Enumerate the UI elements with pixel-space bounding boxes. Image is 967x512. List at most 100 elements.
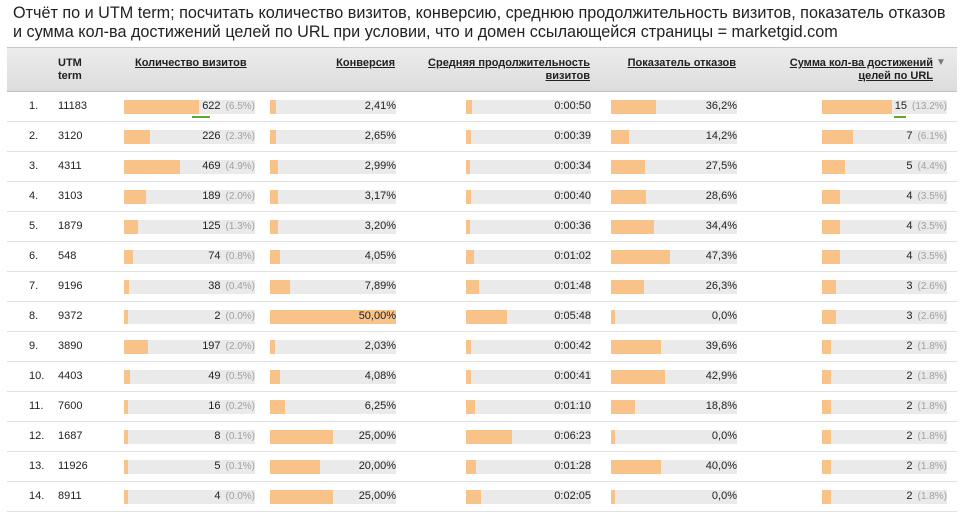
bounce-bar-track <box>611 190 737 204</box>
utm-term-value[interactable]: 4311 <box>58 160 82 172</box>
utm-term-value[interactable]: 1879 <box>58 220 83 232</box>
bounce-bar-fill <box>611 250 670 264</box>
goals-bar-fill <box>822 250 840 264</box>
bounce-bar-track <box>611 370 737 384</box>
conversion-bar-track <box>270 370 396 384</box>
duration-bar-track <box>466 160 591 174</box>
visits-bar-fill <box>124 400 128 414</box>
goals-value: 2 (1.8%) <box>822 452 947 481</box>
duration-bar-track <box>466 430 591 444</box>
goals-bar-track <box>822 430 947 444</box>
bounce-rate-value: 47,3% <box>705 250 737 262</box>
duration-bar-fill <box>466 100 472 114</box>
avg-duration-value: 0:06:23 <box>554 430 591 442</box>
visits-value: 189 (2.0%) <box>124 182 255 211</box>
table-body: 1. 11183 622 (6.5%) 2,41% 0:00:50 36,2% 15 (13.2… <box>7 92 957 512</box>
visits-count: 5 <box>214 460 221 472</box>
goals-count: 4 <box>906 220 913 232</box>
sort-desc-icon[interactable]: ▼ <box>936 57 946 68</box>
goals-percent: (3.5%) <box>917 251 947 262</box>
conversion-bar-track <box>270 160 396 174</box>
visits-percent: (0.2%) <box>225 401 255 412</box>
conversion-bar-track <box>270 220 396 234</box>
utm-term-value[interactable]: 1687 <box>58 430 83 442</box>
header-goals-sum-line1: Сумма кол-ва достижений <box>789 57 933 69</box>
duration-bar-track <box>466 250 591 264</box>
header-bounce-rate[interactable]: Показатель отказов <box>627 57 736 69</box>
utm-term-value[interactable]: 9196 <box>58 280 83 292</box>
bounce-bar-fill <box>611 280 644 294</box>
utm-term-value[interactable]: 9372 <box>58 310 83 322</box>
bounce-rate-value: 0,0% <box>711 310 737 322</box>
goals-value: 3 (2.6%) <box>822 302 947 331</box>
utm-term-value[interactable]: 7600 <box>58 400 83 412</box>
visits-bar-track <box>124 310 255 324</box>
header-utm-term-line1: UTM <box>58 57 82 69</box>
avg-duration-value: 0:00:42 <box>554 340 591 352</box>
conversion-value: 4,08% <box>364 370 396 382</box>
visits-bar-track <box>124 370 255 384</box>
conversion-value: 25,00% <box>358 490 396 502</box>
visits-bar-track <box>124 430 255 444</box>
table-row: 6. 548 74 (0.8%) 4,05% 0:01:02 47,3% 4 (3.5%) <box>7 242 957 272</box>
header-avg-duration-line1: Средняя продолжительность <box>428 57 590 69</box>
utm-term-value[interactable]: 3890 <box>58 340 83 352</box>
visits-bar-track <box>124 100 255 114</box>
avg-duration-value: 0:00:36 <box>554 220 591 232</box>
goals-percent: (1.8%) <box>917 341 947 352</box>
row-number: 14. <box>29 490 45 502</box>
avg-duration-value: 0:01:10 <box>554 400 591 412</box>
visits-count: 8 <box>214 430 221 442</box>
goals-value: 2 (1.8%) <box>822 332 947 361</box>
utm-term-value[interactable]: 11926 <box>58 460 88 472</box>
avg-duration-value: 0:01:02 <box>554 250 591 262</box>
goals-bar-fill <box>822 310 836 324</box>
visits-bar-fill <box>124 100 199 114</box>
goals-bar-track <box>822 460 947 474</box>
bounce-bar-fill <box>611 490 615 504</box>
visits-bar-track <box>124 340 255 354</box>
visits-bar-fill <box>124 250 133 264</box>
duration-bar-fill <box>466 250 474 264</box>
bounce-bar-track <box>611 400 737 414</box>
goals-percent: (2.6%) <box>917 311 947 322</box>
visits-bar-fill <box>124 430 128 444</box>
utm-term-value[interactable]: 3120 <box>58 130 83 142</box>
header-conversion[interactable]: Конверсия <box>336 57 395 69</box>
table-row: 3. 4311 469 (4.9%) 2,99% 0:00:34 27,5% 5 (4.4%) <box>7 152 957 182</box>
visits-count: 74 <box>208 250 221 262</box>
bounce-rate-value: 42,9% <box>705 370 737 382</box>
goals-value: 3 (2.6%) <box>822 272 947 301</box>
goals-percent: (1.8%) <box>917 491 947 502</box>
header-goals-sum[interactable]: Сумма кол-ва достижений целей по URL <box>767 57 933 82</box>
table-header: UTM term Количество визитов Конверсия Ср… <box>7 47 957 92</box>
bounce-bar-fill <box>611 340 661 354</box>
visits-value: 5 (0.1%) <box>124 452 255 481</box>
table-row: 4. 3103 189 (2.0%) 3,17% 0:00:40 28,6% 4 (3.5%) <box>7 182 957 212</box>
table-row: 5. 1879 125 (1.3%) 3,20% 0:00:36 34,4% 4 (3.5%) <box>7 212 957 242</box>
conversion-value: 7,89% <box>364 280 396 292</box>
utm-term-value[interactable]: 548 <box>58 250 77 262</box>
goals-count: 15 <box>894 100 907 112</box>
goals-percent: (3.5%) <box>917 191 947 202</box>
utm-term-value[interactable]: 4403 <box>58 370 83 382</box>
header-utm-term-line2: term <box>58 69 82 82</box>
bounce-bar-fill <box>611 370 665 384</box>
conversion-bar-track <box>270 460 396 474</box>
visits-count: 226 <box>202 130 221 142</box>
goals-value: 2 (1.8%) <box>822 392 947 421</box>
goals-bar-fill <box>822 220 840 234</box>
header-avg-duration[interactable]: Средняя продолжительность визитов <box>407 57 590 82</box>
conversion-value: 20,00% <box>358 460 396 472</box>
goals-bar-fill <box>822 430 831 444</box>
header-visits[interactable]: Количество визитов <box>135 57 247 69</box>
visits-percent: (0.1%) <box>225 431 255 442</box>
visits-percent: (1.3%) <box>225 221 255 232</box>
duration-bar-fill <box>466 160 470 174</box>
bounce-bar-track <box>611 460 737 474</box>
utm-term-value[interactable]: 8911 <box>58 490 82 502</box>
utm-term-value[interactable]: 11183 <box>58 100 87 112</box>
bounce-rate-value: 14,2% <box>705 130 737 142</box>
utm-term-value[interactable]: 3103 <box>58 190 83 202</box>
header-utm-term[interactable]: UTM term <box>58 57 82 82</box>
